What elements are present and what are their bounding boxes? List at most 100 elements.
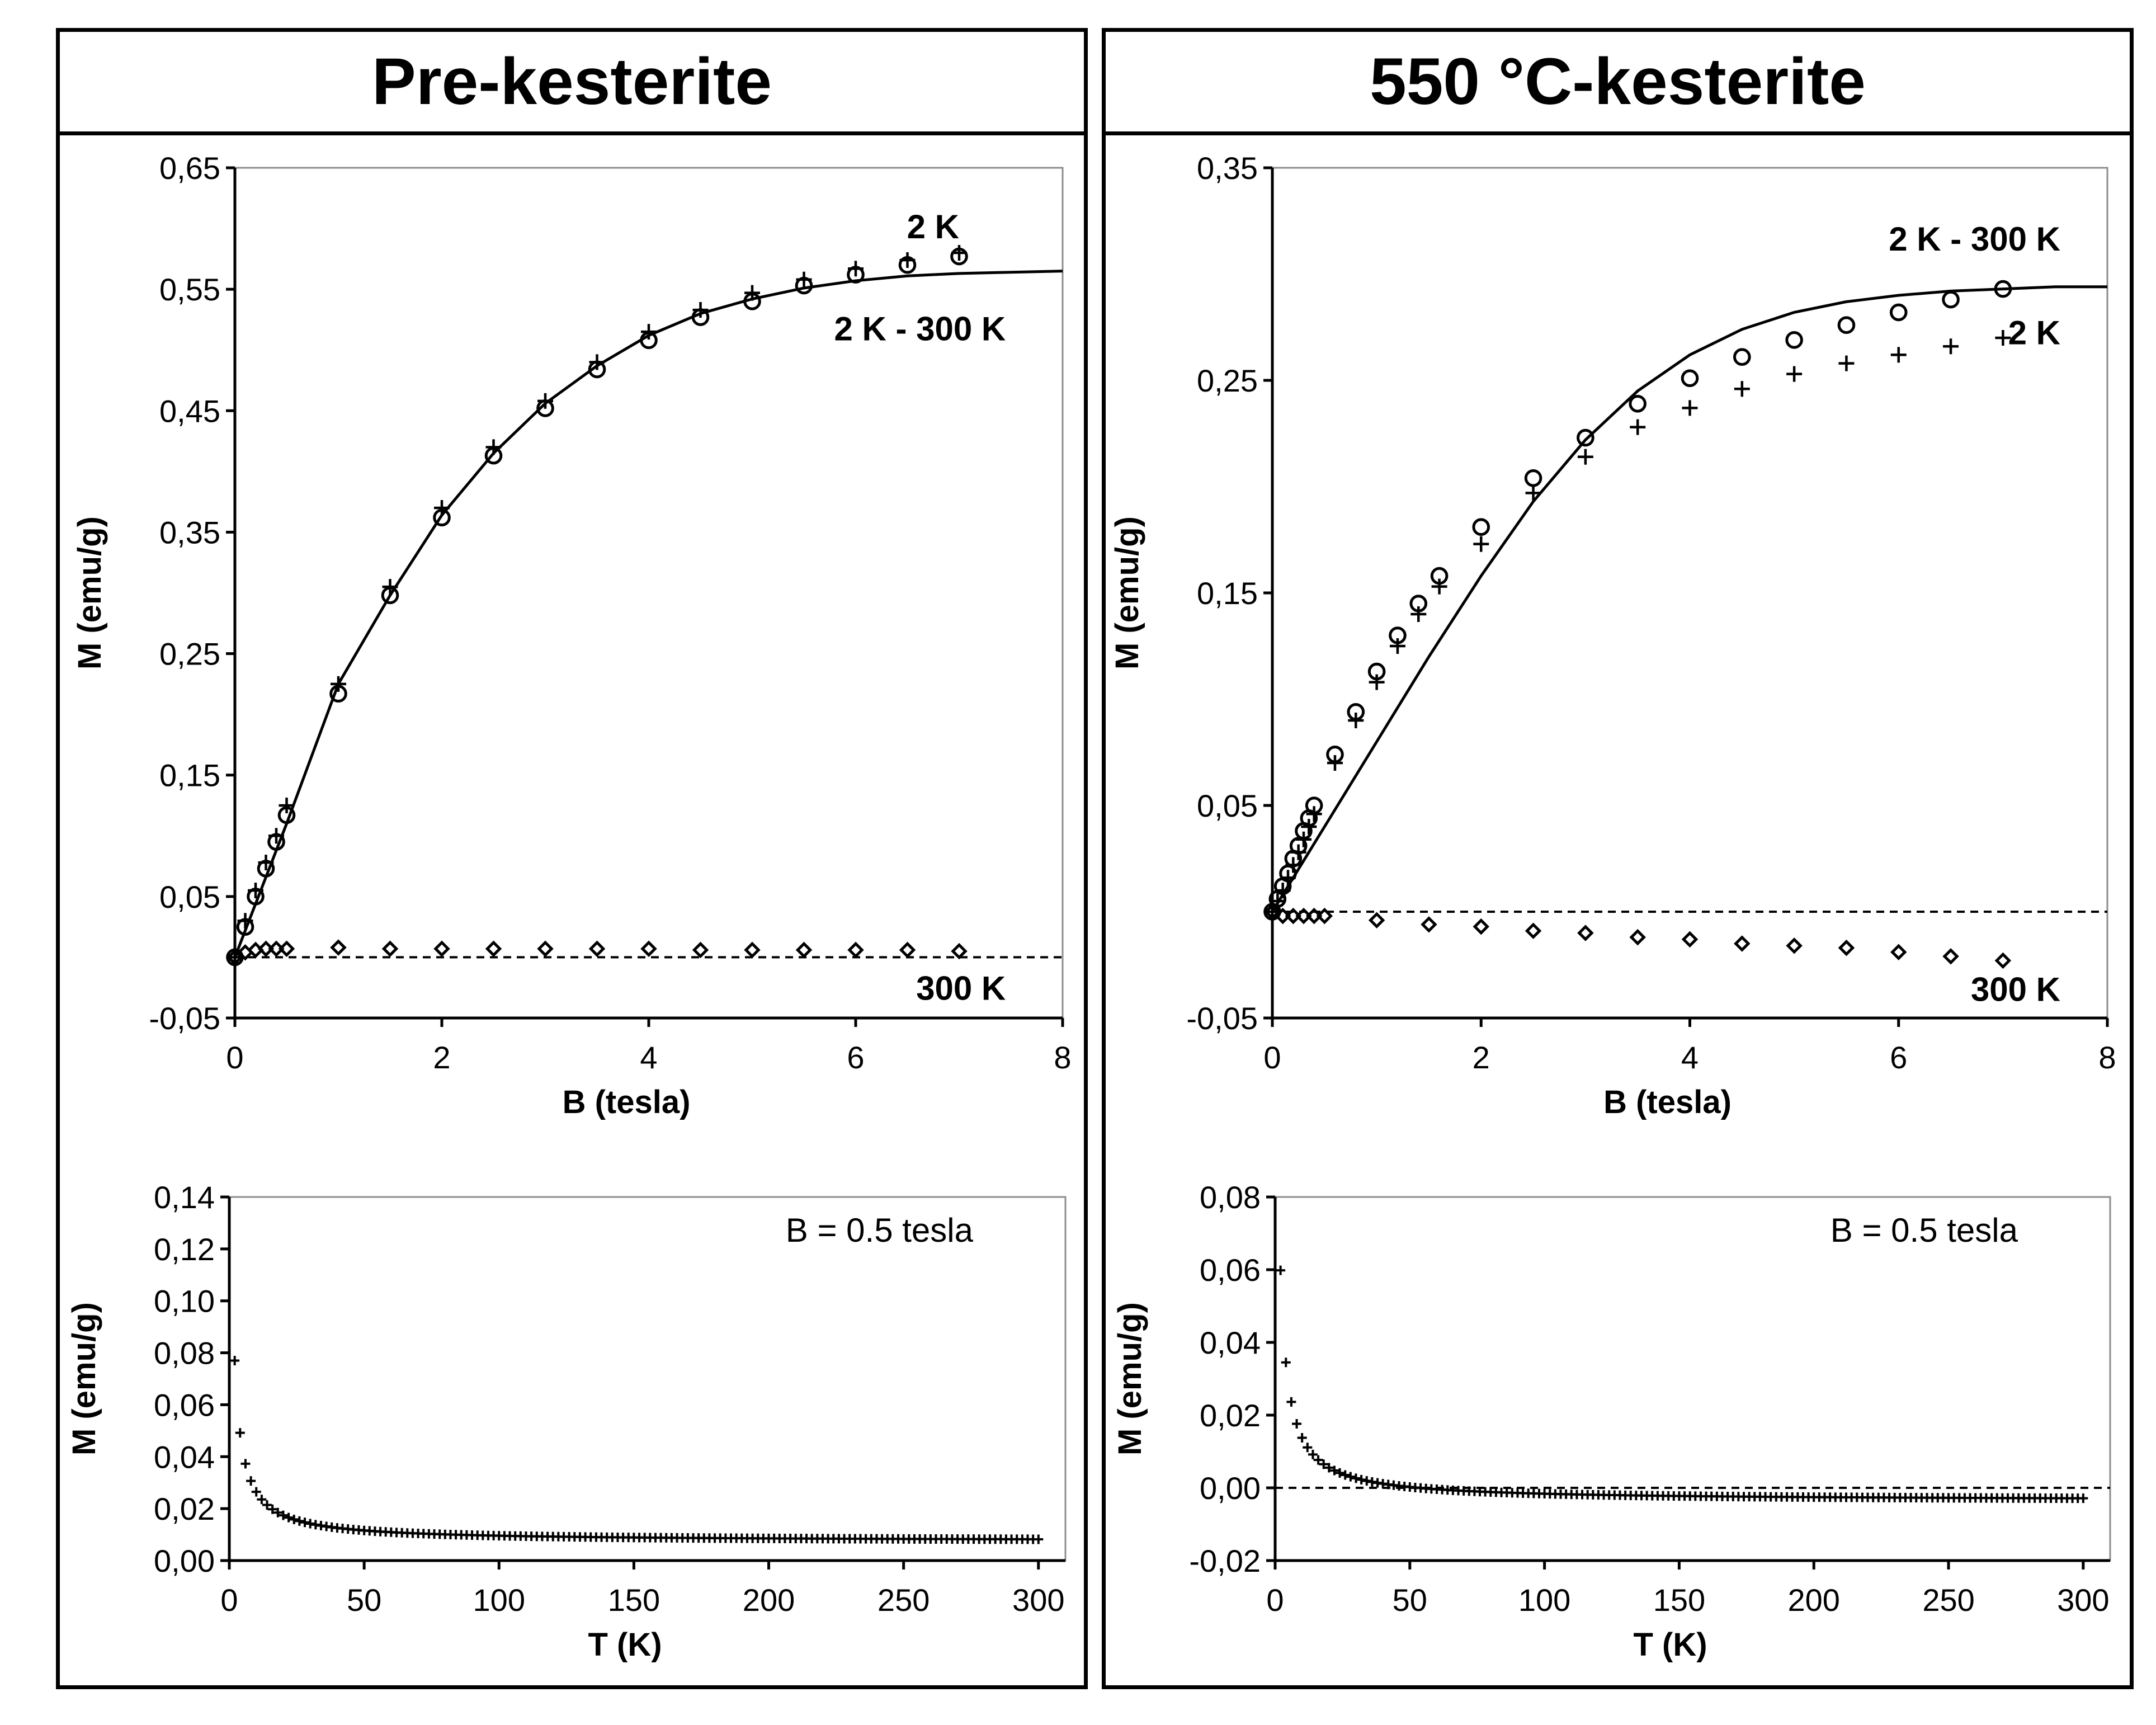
data-point-plus: [235, 1428, 245, 1438]
data-point-circle: [1889, 303, 1908, 322]
data-point-circle: [588, 360, 606, 379]
data-point-diamond: [1681, 931, 1699, 948]
data-point-circle: [1326, 746, 1344, 763]
data-point-plus: [1630, 419, 1646, 435]
data-point-diamond: [1577, 925, 1594, 941]
data-point-plus: [1281, 1358, 1291, 1368]
x-axis-title: B (tesla): [1603, 1084, 1732, 1120]
x-tick-label: 0: [220, 1582, 238, 1618]
data-point-plus: [1369, 674, 1385, 690]
data-point-diamond: [1274, 907, 1291, 925]
x-tick-label: 50: [1393, 1582, 1427, 1618]
data-point-diamond: [744, 941, 761, 959]
y-axis-title: M (emu/g): [72, 516, 108, 670]
y-tick-label: 0,35: [159, 515, 220, 550]
data-point-plus: [1577, 449, 1593, 465]
series-annotation: 2 K: [2008, 314, 2060, 351]
plot-area-border: [1274, 1196, 2111, 1562]
data-point-diamond: [330, 939, 347, 956]
data-point-diamond: [1421, 916, 1437, 933]
data-point-circle: [484, 446, 503, 465]
x-tick-label: 2: [433, 1040, 450, 1075]
data-point-plus: [1324, 1463, 1334, 1473]
data-point-plus: [1313, 1455, 1323, 1465]
data-point-circle: [1524, 469, 1542, 487]
data-point-diamond: [485, 940, 502, 957]
y-tick-label: 0,15: [159, 758, 220, 793]
series-m(t): [230, 1356, 1044, 1544]
data-point-plus: [1890, 347, 1907, 363]
data-point-circle: [1305, 796, 1323, 814]
y-tick-label: 0,06: [154, 1387, 215, 1422]
x-tick-label: 150: [608, 1582, 660, 1618]
data-point-plus: [1786, 366, 1803, 382]
series-2-k: [1265, 330, 2011, 920]
x-tick-label: 300: [1012, 1582, 1064, 1618]
x-tick-label: 100: [1518, 1582, 1570, 1618]
data-point-circle: [1577, 428, 1594, 447]
x-tick-label: 2: [1473, 1040, 1490, 1075]
data-point-circle: [536, 399, 554, 417]
x-axis-title: B (tesla): [563, 1084, 691, 1120]
plot-area-border: [1271, 167, 2108, 1019]
data-point-plus: [289, 1514, 299, 1524]
data-point-circle: [1289, 837, 1308, 855]
y-tick-label: 0,02: [1200, 1398, 1261, 1433]
x-tick-label: 300: [2057, 1582, 2109, 1618]
y-tick-label: 0,05: [159, 879, 220, 915]
series-annotation: 2 K - 300 K: [1889, 220, 2060, 258]
data-point-circle: [898, 256, 917, 274]
data-point-plus: [278, 1510, 288, 1520]
data-point-plus: [1286, 1397, 1296, 1407]
x-tick-label: 100: [473, 1582, 525, 1618]
x-tick-label: 0: [1263, 1040, 1281, 1075]
x-tick-label: 200: [743, 1582, 795, 1618]
data-point-diamond: [381, 940, 399, 957]
y-tick-label: 0,04: [1200, 1325, 1261, 1360]
data-point-plus: [2078, 1493, 2088, 1504]
data-point-plus: [1034, 1534, 1044, 1544]
chart-pre-mt: 0,00 0,02 0,04 0,06 0,08 0,10 0,12 0,14 0 50 100 15…: [66, 1180, 1067, 1663]
series-annotation: 2 K - 300 K: [834, 310, 1006, 347]
plot-area-border: [234, 167, 1064, 1019]
y-tick-label: 0,10: [154, 1284, 215, 1319]
data-point-plus: [1734, 381, 1750, 397]
data-point-plus: [1329, 1465, 1339, 1476]
data-point-plus: [1431, 578, 1447, 595]
panel-title: Pre-kesterite: [60, 32, 1084, 135]
data-point-plus: [1525, 485, 1541, 501]
data-point-diamond: [1629, 929, 1646, 946]
data-point-circle: [1785, 331, 1803, 349]
data-point-plus: [284, 1512, 294, 1523]
series-annotation: 300 K: [1971, 971, 2060, 1008]
data-point-plus: [1303, 1443, 1313, 1453]
data-point-diamond: [795, 941, 813, 959]
data-point-plus: [1292, 1419, 1302, 1429]
data-point-diamond: [433, 940, 450, 957]
data-point-diamond: [899, 941, 916, 959]
data-point-diamond: [1316, 907, 1333, 925]
data-point-plus: [273, 1507, 283, 1517]
data-point-plus: [262, 1500, 272, 1510]
y-tick-label: 0,08: [154, 1336, 215, 1371]
data-point-diamond: [1994, 952, 2012, 969]
data-point-plus: [1682, 400, 1698, 416]
y-tick-label: 0,65: [159, 150, 220, 186]
data-point-circle: [433, 508, 451, 527]
y-axis-title: M (emu/g): [66, 1302, 102, 1455]
data-point-plus: [1297, 1432, 1307, 1443]
data-point-plus: [1389, 638, 1405, 654]
x-tick-label: 6: [847, 1040, 864, 1075]
data-point-diamond: [1295, 907, 1312, 925]
data-point-plus: [267, 1504, 277, 1514]
x-axis-title: T (K): [1633, 1627, 1707, 1663]
data-point-plus: [294, 1516, 304, 1526]
x-axis-title: T (K): [588, 1627, 662, 1663]
data-point-diamond: [1525, 922, 1542, 939]
y-axis-title: M (emu/g): [1109, 516, 1145, 670]
data-point-diamond: [640, 940, 657, 957]
series-300-k: [227, 939, 968, 966]
data-point-plus: [300, 1517, 310, 1528]
series-2-k---300-k: [1263, 280, 2012, 921]
